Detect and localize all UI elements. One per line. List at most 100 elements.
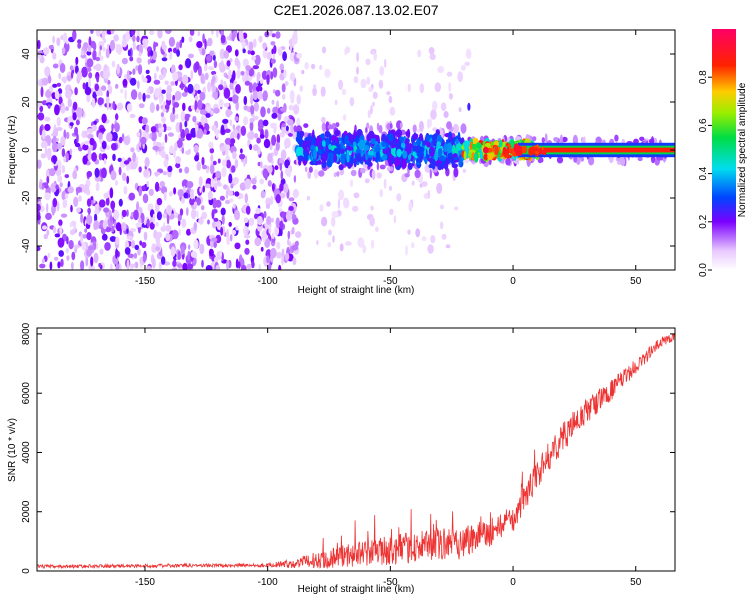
noise-cell bbox=[66, 75, 73, 81]
noise-cell bbox=[115, 264, 119, 270]
noise-cell bbox=[223, 80, 227, 88]
noise-cell bbox=[109, 236, 117, 242]
noise-cell bbox=[220, 207, 226, 216]
noise-cell bbox=[91, 124, 98, 132]
noise-cell bbox=[105, 47, 110, 59]
faint-speckle bbox=[372, 101, 375, 107]
noise-cell bbox=[277, 47, 283, 56]
noise-cell bbox=[95, 63, 102, 72]
noise-cell bbox=[109, 39, 116, 51]
noise-cell bbox=[261, 229, 268, 241]
noise-cell bbox=[284, 168, 291, 175]
noise-cell bbox=[168, 191, 173, 197]
noise-cell bbox=[181, 74, 189, 85]
noise-cell bbox=[292, 209, 295, 216]
noise-cell bbox=[41, 129, 46, 140]
noise-cell bbox=[205, 265, 213, 270]
faint-speckle bbox=[384, 58, 387, 68]
faint-speckle bbox=[342, 114, 347, 121]
signal-halo bbox=[414, 169, 421, 179]
noise-cell bbox=[142, 254, 147, 263]
noise-cell bbox=[193, 221, 198, 231]
noise-cell bbox=[272, 89, 276, 94]
noise-cell bbox=[49, 261, 53, 270]
noise-cell bbox=[232, 70, 236, 81]
colorbar-tick-label: 0.6 bbox=[698, 118, 709, 132]
noise-cell bbox=[80, 213, 83, 224]
faint-speckle bbox=[352, 205, 359, 212]
signal-cell bbox=[452, 144, 456, 155]
signal-cell bbox=[426, 141, 431, 148]
faint-speckle bbox=[321, 46, 327, 54]
noise-cell bbox=[141, 241, 147, 249]
x-tick-label: -50 bbox=[383, 577, 398, 588]
signal-halo bbox=[541, 137, 545, 144]
noise-cell bbox=[56, 142, 63, 150]
noise-cell bbox=[161, 116, 166, 124]
noise-cell bbox=[76, 133, 79, 144]
noise-cell bbox=[162, 171, 168, 176]
noise-cell bbox=[289, 40, 293, 52]
noise-cell bbox=[196, 41, 203, 48]
noise-cell bbox=[284, 252, 290, 261]
noise-cell bbox=[116, 102, 124, 111]
signal-halo bbox=[614, 134, 619, 142]
noise-cell bbox=[45, 90, 52, 98]
noise-cell bbox=[44, 116, 51, 122]
noise-cell bbox=[260, 246, 264, 252]
noise-cell bbox=[220, 34, 226, 44]
noise-cell bbox=[213, 107, 220, 114]
signal-cell bbox=[388, 140, 396, 146]
signal-cell bbox=[400, 142, 406, 149]
noise-cell bbox=[118, 166, 122, 176]
noise-cell bbox=[106, 132, 113, 143]
noise-cell bbox=[176, 41, 180, 51]
noise-cell bbox=[129, 113, 136, 119]
noise-cell bbox=[211, 84, 216, 93]
noise-cell bbox=[172, 71, 179, 82]
faint-speckle bbox=[339, 243, 344, 252]
signal-halo bbox=[505, 157, 511, 166]
noise-cell bbox=[279, 211, 287, 218]
noise-cell bbox=[246, 263, 252, 270]
faint-speckle bbox=[448, 93, 453, 100]
noise-cell bbox=[245, 69, 249, 76]
noise-cell bbox=[64, 193, 69, 200]
noise-cell bbox=[291, 33, 298, 44]
noise-cell bbox=[152, 141, 158, 147]
noise-cell bbox=[132, 34, 136, 43]
noise-cell bbox=[150, 30, 155, 35]
noise-cell bbox=[126, 175, 130, 184]
noise-cell bbox=[255, 207, 261, 215]
spectrogram-axes: -150 -100 -50 0 50 -40 -20 0 20 40 bbox=[21, 30, 675, 287]
faint-speckle bbox=[427, 118, 431, 129]
faint-speckle bbox=[321, 116, 326, 124]
y-tick-label: 40 bbox=[21, 48, 32, 60]
noise-cell bbox=[287, 119, 294, 126]
noise-cell bbox=[170, 246, 176, 257]
x-tick-label: -150 bbox=[135, 577, 155, 588]
noise-cell bbox=[76, 70, 83, 81]
noise-cell bbox=[74, 142, 81, 148]
signal-halo bbox=[389, 123, 393, 129]
noise-cell bbox=[91, 97, 96, 108]
faint-speckle bbox=[430, 235, 436, 244]
noise-cell bbox=[215, 128, 219, 139]
noise-cell bbox=[194, 154, 200, 162]
noise-cell bbox=[70, 204, 73, 213]
noise-cell bbox=[226, 159, 231, 169]
faint-speckle bbox=[405, 245, 408, 256]
noise-cell bbox=[126, 166, 130, 171]
signal-halo bbox=[399, 122, 403, 129]
signal-halo bbox=[649, 138, 654, 144]
signal-cell bbox=[484, 142, 491, 148]
noise-cell bbox=[218, 63, 224, 68]
signal-cell bbox=[300, 132, 304, 139]
faint-speckle bbox=[441, 233, 447, 240]
noise-cell bbox=[280, 149, 287, 161]
noise-cell bbox=[72, 170, 78, 180]
noise-cell bbox=[154, 171, 161, 176]
noise-cell bbox=[194, 99, 198, 110]
noise-cell bbox=[95, 56, 101, 62]
noise-cell bbox=[74, 87, 78, 96]
